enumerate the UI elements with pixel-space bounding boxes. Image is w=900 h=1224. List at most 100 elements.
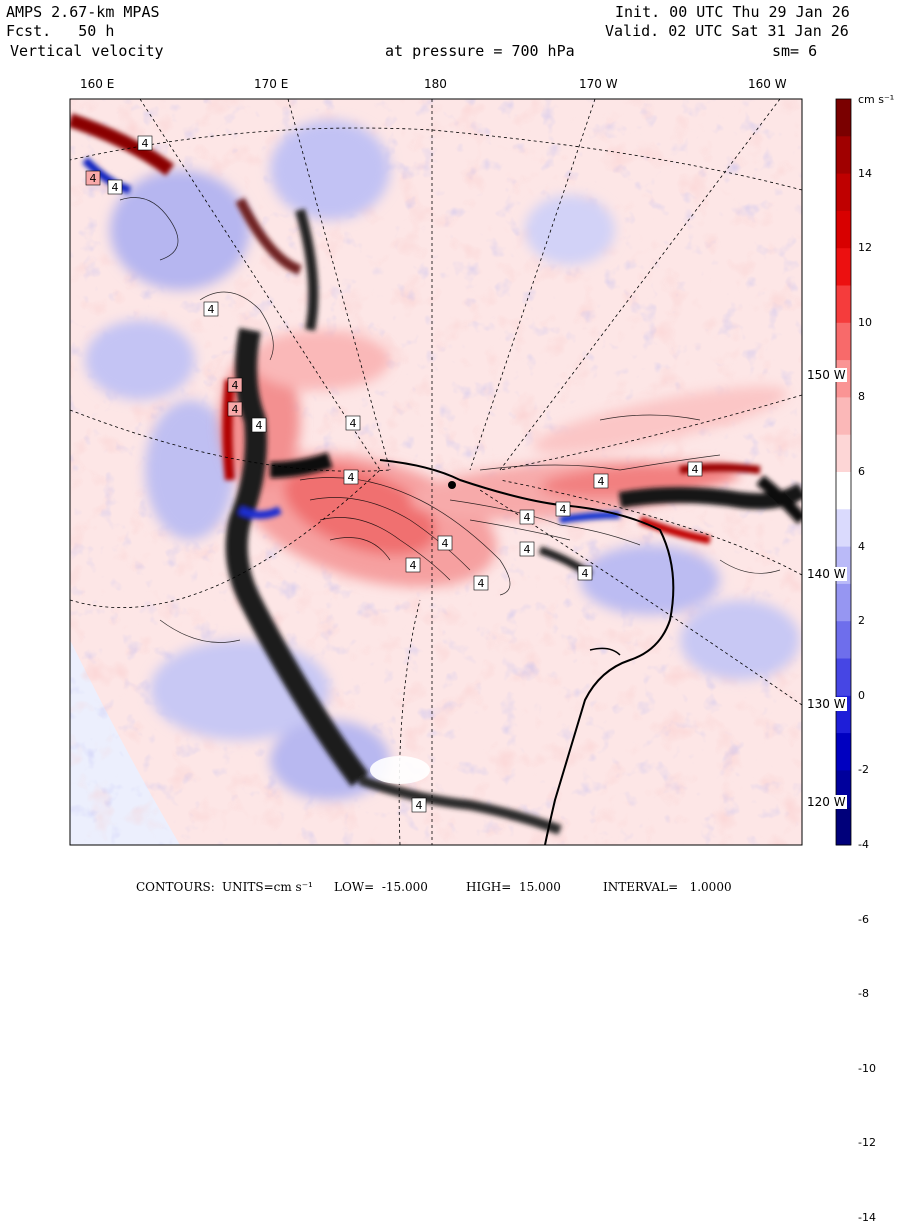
colorbar-swatch: [836, 658, 851, 697]
contour-lines: [119, 197, 781, 643]
contour-labels: 4 4 4 4 4 4 4 4 4 4 4 4 4 4 4 4 4 4 4: [85, 135, 703, 813]
colorbar-swatch: [836, 397, 851, 436]
footer-low: LOW= -15.000: [334, 880, 428, 894]
colorbar-swatch: [836, 99, 851, 137]
colorbar-swatch: [836, 733, 851, 771]
lat-label-150w: 150 W: [806, 368, 847, 382]
colorbar-tick-label: -14: [858, 1211, 876, 1224]
colorbar-swatch: [836, 472, 851, 510]
contour-label: 4: [251, 417, 267, 433]
colorbar-swatch: [836, 621, 851, 659]
blue-patches: [85, 120, 800, 800]
lat-label-130w: 130 W: [806, 697, 847, 711]
station-marker: [448, 481, 456, 489]
contour-label: 4: [227, 377, 243, 393]
model-title: AMPS 2.67-km MPAS: [6, 3, 160, 21]
colorbar-swatch: [836, 173, 851, 212]
lat-label-120w: 120 W: [806, 795, 847, 809]
colorbar-tick-label: -6: [858, 912, 869, 926]
svg-text:4: 4: [232, 403, 239, 416]
contour-label: 4: [405, 557, 421, 573]
colorbar-units: cm s⁻¹: [858, 93, 895, 106]
svg-text:4: 4: [348, 471, 355, 484]
colorbar-tick-label: -4: [858, 838, 869, 851]
contour-label: 4: [203, 301, 219, 317]
colorbar-frame: [835, 98, 852, 846]
svg-text:4: 4: [560, 503, 567, 516]
colorbar-tick-label: 0: [858, 688, 865, 702]
svg-text:4: 4: [90, 172, 97, 185]
contour-label: 4: [437, 535, 453, 551]
graticule: [70, 99, 802, 845]
colorbar: [835, 98, 852, 846]
svg-text:4: 4: [598, 475, 605, 488]
contour-label: 4: [227, 401, 243, 417]
svg-text:4: 4: [416, 799, 423, 812]
colorbar-tick-label: -10: [858, 1061, 876, 1075]
svg-text:4: 4: [112, 181, 119, 194]
fcst-value: 50 h: [78, 22, 115, 40]
svg-text:4: 4: [692, 463, 699, 476]
svg-text:4: 4: [142, 137, 149, 150]
mountain-ridge: [70, 113, 802, 835]
map-frame: [69, 98, 803, 846]
svg-text:4: 4: [442, 537, 449, 550]
colorbar-tick-label: 8: [858, 390, 865, 404]
svg-text:4: 4: [256, 419, 263, 432]
colorbar-tick-label: 10: [858, 315, 872, 329]
lat-label-140w: 140 W: [806, 567, 847, 581]
init-time: Init. 00 UTC Thu 29 Jan 26: [615, 3, 850, 21]
colorbar-swatch: [836, 509, 851, 548]
svg-text:4: 4: [232, 379, 239, 392]
contour-label: 4: [345, 415, 361, 431]
lon-label-160e: 160 E: [80, 77, 115, 91]
footer-high: HIGH= 15.000: [466, 880, 561, 894]
lon-label-170w: 170 W: [579, 77, 618, 91]
lon-label-180: 180: [424, 77, 447, 91]
colorbar-tick-label: 4: [858, 539, 865, 553]
contour-label: 4: [107, 179, 123, 195]
footer-interval: INTERVAL= 1.0000: [603, 880, 732, 894]
colorbar-tick-label: -12: [858, 1136, 876, 1150]
coastline: [379, 459, 675, 845]
lon-label-170e: 170 E: [254, 77, 289, 91]
svg-text:4: 4: [524, 511, 531, 524]
contour-label: 4: [687, 461, 703, 477]
svg-text:4: 4: [478, 577, 485, 590]
colorbar-swatch: [836, 285, 851, 324]
footer-units: UNITS=cm s⁻¹: [222, 880, 313, 894]
contour-label: 4: [137, 135, 153, 151]
colorbar-swatch: [836, 210, 851, 249]
field-name: Vertical velocity: [10, 42, 164, 60]
colorbar-tick-label: -2: [858, 763, 869, 777]
smoothing-label: sm= 6: [772, 42, 818, 60]
valid-time: Valid. 02 UTC Sat 31 Jan 26: [605, 22, 849, 40]
pressure-label: at pressure =: [385, 42, 503, 60]
svg-text:4: 4: [208, 303, 215, 316]
colorbar-tick-label: 2: [858, 614, 865, 628]
svg-text:4: 4: [350, 417, 357, 430]
fcst-label: Fcst.: [6, 22, 52, 40]
contour-label: 4: [555, 501, 571, 517]
svg-text:4: 4: [410, 559, 417, 572]
colorbar-swatch: [836, 248, 851, 286]
contour-label: 4: [577, 565, 593, 581]
colorbar-tick-label: -8: [858, 987, 869, 1001]
contour-label: 4: [85, 170, 101, 186]
pressure-level: at pressure = 700 hPa: [385, 43, 575, 60]
contour-label: 4: [519, 509, 535, 525]
contour-label: 4: [593, 473, 609, 489]
colorbar-swatch: [836, 807, 851, 846]
svg-text:4: 4: [524, 543, 531, 556]
footer-contours: CONTOURS:: [136, 880, 215, 894]
contour-label: 4: [411, 797, 427, 813]
contour-label: 4: [519, 541, 535, 557]
colorbar-swatch: [836, 583, 851, 622]
pressure-value: 700 hPa: [511, 42, 575, 60]
svg-text:4: 4: [582, 567, 589, 580]
colorbar-swatch: [836, 136, 851, 175]
map-figure: 4 4 4 4 4 4 4 4 4 4 4 4 4 4 4 4 4 4 4: [69, 98, 852, 846]
colorbar-tick-label: 14: [858, 166, 872, 180]
colorbar-swatch: [836, 434, 851, 473]
white-gap: [370, 756, 430, 784]
